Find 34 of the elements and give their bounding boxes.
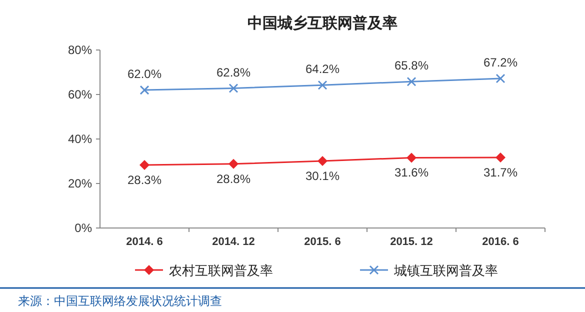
- data-label: 28.3%: [127, 173, 162, 188]
- data-label: 62.8%: [216, 65, 251, 80]
- point: [496, 152, 506, 162]
- legend-label: 城镇互联网普及率: [393, 263, 498, 278]
- point: [318, 156, 328, 166]
- source-note: 来源：中国互联网络发展状况统计调查: [18, 294, 222, 308]
- data-label: 30.1%: [305, 169, 340, 184]
- data-label: 28.8%: [216, 172, 251, 186]
- y-tick-label: 60%: [68, 88, 92, 102]
- x-tick-label: 2014. 12: [212, 236, 255, 248]
- point: [228, 84, 238, 94]
- point: [228, 158, 238, 169]
- point: [496, 74, 506, 84]
- data-label: 31.6%: [394, 166, 429, 180]
- data-label: 64.2%: [305, 62, 340, 76]
- y-tick-label: 80%: [68, 43, 92, 57]
- point: [406, 152, 416, 163]
- point: [140, 85, 150, 95]
- legend-label: 农村互联网普及率: [169, 263, 273, 278]
- x-tick-label: 2015. 6: [304, 236, 341, 248]
- x-tick-label: 2016. 6: [482, 236, 519, 248]
- point: [140, 160, 150, 170]
- y-tick-label: 40%: [68, 132, 92, 146]
- x-tick-label: 2014. 6: [126, 236, 163, 248]
- x-tick-label: 2015. 12: [390, 236, 433, 248]
- point: [318, 80, 328, 90]
- data-label: 62.0%: [127, 67, 162, 82]
- data-label: 67.2%: [483, 55, 518, 70]
- data-label: 65.8%: [394, 58, 429, 73]
- data-label: 31.7%: [483, 165, 518, 180]
- y-tick-label: 20%: [68, 176, 92, 190]
- y-tick-label: 0%: [74, 221, 92, 235]
- chart-title: 中国城乡互联网普及率: [248, 14, 398, 32]
- point: [406, 76, 416, 86]
